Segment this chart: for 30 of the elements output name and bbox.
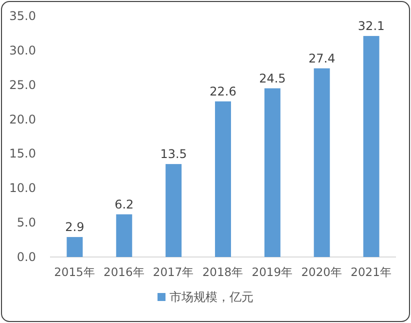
y-tick-label: 25.0 (9, 78, 36, 92)
legend-label: 市场规模，亿元 (170, 290, 254, 304)
x-tick-label: 2021年 (350, 265, 392, 279)
data-label: 22.6 (210, 84, 236, 98)
x-tick-label: 2016年 (104, 265, 145, 279)
x-tick-label: 2020年 (301, 265, 342, 279)
y-tick-label: 20.0 (9, 112, 36, 126)
x-tick-label: 2018年 (202, 265, 244, 279)
data-label: 6.2 (114, 197, 134, 212)
bar (116, 214, 132, 257)
bar (166, 164, 182, 257)
y-tick-label: 15.0 (9, 146, 36, 161)
data-label: 24.5 (259, 71, 286, 86)
bar (314, 68, 330, 257)
y-tick-label: 10.0 (9, 181, 36, 196)
y-tick-label: 0.0 (16, 250, 36, 264)
x-tick-label: 2019年 (252, 265, 294, 279)
data-label: 2.9 (65, 220, 84, 234)
data-label: 27.4 (308, 51, 336, 66)
data-label: 32.1 (358, 18, 385, 33)
bar (215, 101, 231, 257)
bar (264, 88, 280, 257)
x-tick-label: 2017年 (152, 265, 194, 279)
data-label: 13.5 (160, 147, 187, 162)
y-tick-label: 5.0 (16, 216, 36, 230)
x-tick-label: 2015年 (54, 265, 96, 279)
y-tick-label: 35.0 (9, 9, 36, 23)
bar (66, 237, 83, 257)
bar (363, 36, 380, 257)
y-tick-label: 30.0 (9, 43, 36, 58)
